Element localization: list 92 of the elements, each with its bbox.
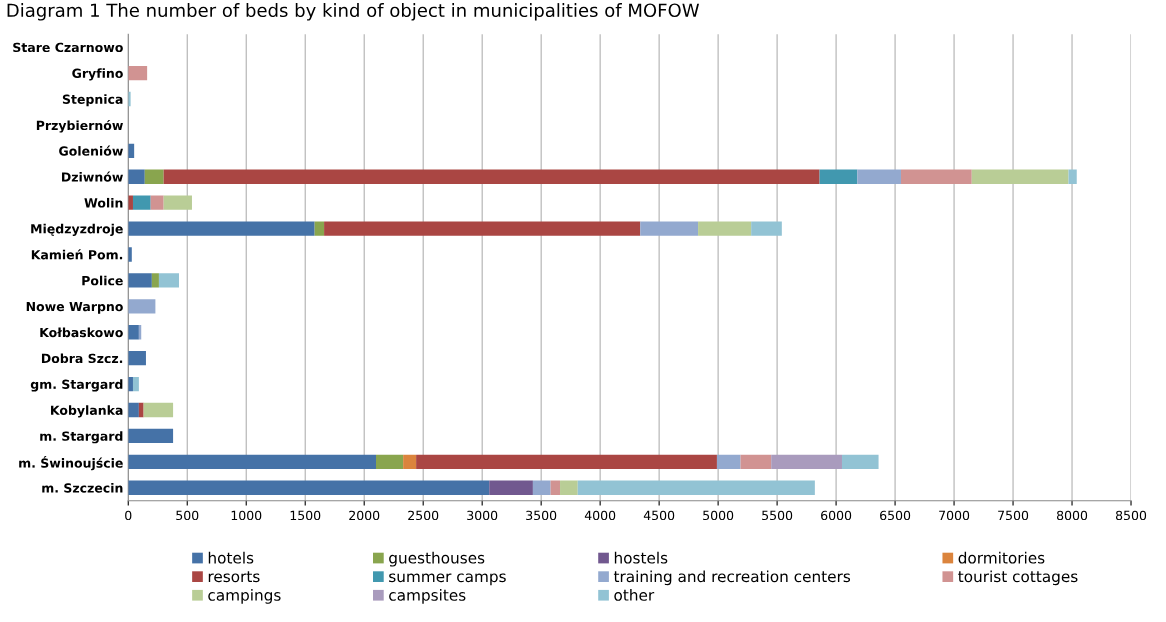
bar [314, 221, 325, 236]
y-tick-label: Nowe Warpno [26, 301, 123, 314]
bar [577, 480, 815, 495]
legend-label: guesthouses [389, 551, 485, 567]
legend-label: resorts [208, 571, 260, 583]
x-tick-label: 2000 [349, 510, 380, 521]
y-tick-label: Międzyzdroje [31, 223, 123, 237]
bar [403, 454, 417, 469]
x-tick-label: 3000 [467, 510, 498, 521]
legend-label: campsites [389, 588, 466, 604]
y-tick-label: Dziwnów [62, 171, 123, 182]
bar [971, 169, 1069, 184]
x-tick-label: 4000 [584, 510, 616, 521]
bar [416, 454, 717, 469]
legend-label: training and recreation centers [613, 570, 851, 586]
bar [1068, 169, 1077, 184]
bar [128, 480, 490, 495]
bar [128, 273, 152, 288]
bar [150, 195, 164, 210]
y-tick-label: m. Stargard [40, 431, 123, 444]
bar [158, 273, 179, 288]
x-tick-label: 3500 [526, 510, 557, 521]
legend-label: other [614, 588, 655, 601]
y-tick-label: Przybiernów [36, 119, 123, 133]
bar [128, 169, 145, 184]
bar [698, 221, 752, 236]
bar [532, 480, 551, 495]
x-tick-label: 0 [125, 510, 132, 521]
y-tick-label: m. Świnoujście [19, 456, 123, 471]
bar [128, 65, 148, 81]
bar [716, 454, 741, 469]
x-tick-label: 6500 [880, 510, 911, 521]
bar [144, 169, 164, 184]
bar [489, 480, 533, 495]
legend-label: hotels [208, 551, 254, 564]
y-tick-label: Wolin [84, 197, 123, 208]
bar [128, 454, 376, 469]
bar [128, 247, 132, 262]
legend-label: tourist cottages [958, 570, 1078, 586]
y-tick-label: gm. Stargard [30, 379, 123, 392]
bar [857, 169, 901, 184]
x-tick-label: 5500 [762, 510, 793, 521]
y-tick-label: Kamień Pom. [31, 249, 123, 260]
bar [128, 351, 146, 366]
x-tick-label: 1000 [231, 510, 262, 521]
y-tick-label: Police [82, 275, 123, 286]
bar [132, 195, 151, 210]
x-tick-label: 500 [176, 510, 199, 521]
legend-label: dormitories [958, 551, 1045, 564]
bar [128, 299, 156, 314]
bar [640, 221, 699, 236]
y-tick-label: Goleniów [59, 145, 123, 156]
bar [900, 169, 972, 184]
x-tick-label: 5000 [703, 510, 734, 521]
x-tick-label: 2500 [408, 510, 439, 521]
bar [151, 273, 159, 288]
bar [376, 454, 404, 469]
x-tick-label: 7000 [939, 510, 970, 521]
bar [132, 376, 139, 392]
bar [324, 221, 641, 236]
legend-label: campings [208, 588, 281, 604]
bar [163, 195, 192, 210]
x-tick-label: 6000 [821, 510, 852, 521]
bar [128, 402, 139, 418]
x-tick-label: 7500 [998, 510, 1029, 521]
legend-label: summer camps [389, 573, 506, 586]
y-tick-label: Dobra Szcz. [41, 353, 123, 364]
bar [751, 221, 782, 236]
bar [138, 402, 144, 418]
bar [128, 428, 174, 444]
y-tick-label: Kobylanka [51, 405, 123, 418]
bar [771, 454, 842, 469]
bar [740, 454, 772, 469]
y-tick-label: Stare Czarnowo [13, 42, 123, 53]
x-tick-label: 8500 [1115, 510, 1147, 521]
y-tick-label: m. Szczecin [42, 483, 123, 493]
bar [550, 480, 561, 495]
x-tick-label: 8000 [1056, 510, 1088, 521]
x-tick-label: 4500 [643, 510, 675, 521]
bar [560, 480, 578, 495]
x-tick-label: 1500 [290, 510, 321, 521]
chart-title: Diagram 1 The number of beds by kind of object in municipalities of MOFOW [7, 3, 700, 21]
y-tick-label: Gryfino [72, 68, 123, 81]
bar [128, 325, 139, 340]
bar [819, 169, 858, 184]
bar [841, 454, 879, 469]
legend-label: hostels [614, 551, 668, 564]
y-tick-label: Kołbaskowo [40, 327, 123, 338]
bar [128, 221, 315, 236]
y-tick-label: Stepnica [62, 94, 123, 107]
bar [163, 169, 820, 184]
bar [143, 402, 174, 418]
